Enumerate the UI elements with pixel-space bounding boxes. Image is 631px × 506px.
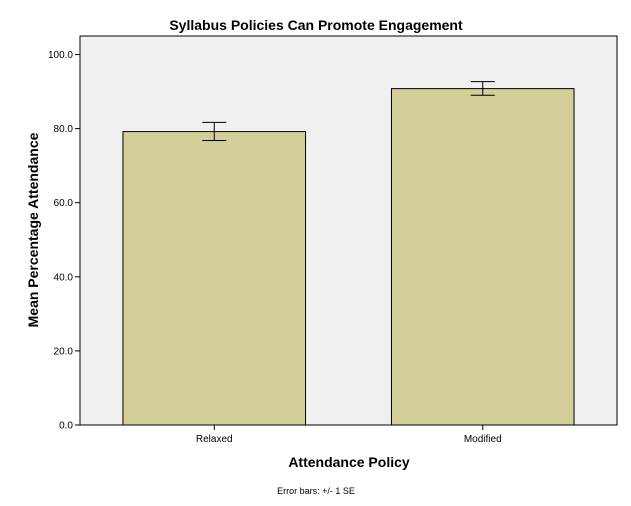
- y-tick-label: 80.0: [54, 124, 74, 135]
- y-tick-label: 100.0: [48, 50, 73, 61]
- error-bar-modified: [470, 81, 495, 96]
- bars: [122, 88, 575, 426]
- y-axis-ticks: 0.0 20.0 40.0 60.0 80.0 100.0: [48, 50, 80, 432]
- error-bars: [202, 81, 495, 141]
- y-tick-label: 20.0: [54, 346, 74, 357]
- x-axis-ticks: Relaxed Modified: [196, 425, 502, 445]
- x-tick-label: Modified: [464, 434, 502, 445]
- y-tick-label: 40.0: [54, 272, 74, 283]
- error-bars-footnote: Error bars: +/- 1 SE: [277, 486, 355, 496]
- x-axis-label: Attendance Policy: [288, 454, 410, 470]
- chart-title: Syllabus Policies Can Promote Engagement: [169, 17, 463, 33]
- bar-modified: [390, 88, 575, 426]
- x-tick-label: Relaxed: [196, 434, 233, 445]
- y-tick-label: 60.0: [54, 198, 74, 209]
- error-bar-relaxed: [202, 121, 227, 141]
- y-tick-label: 0.0: [59, 421, 73, 432]
- y-axis-label: Mean Percentage Attendance: [25, 132, 41, 327]
- bar-relaxed: [122, 131, 307, 426]
